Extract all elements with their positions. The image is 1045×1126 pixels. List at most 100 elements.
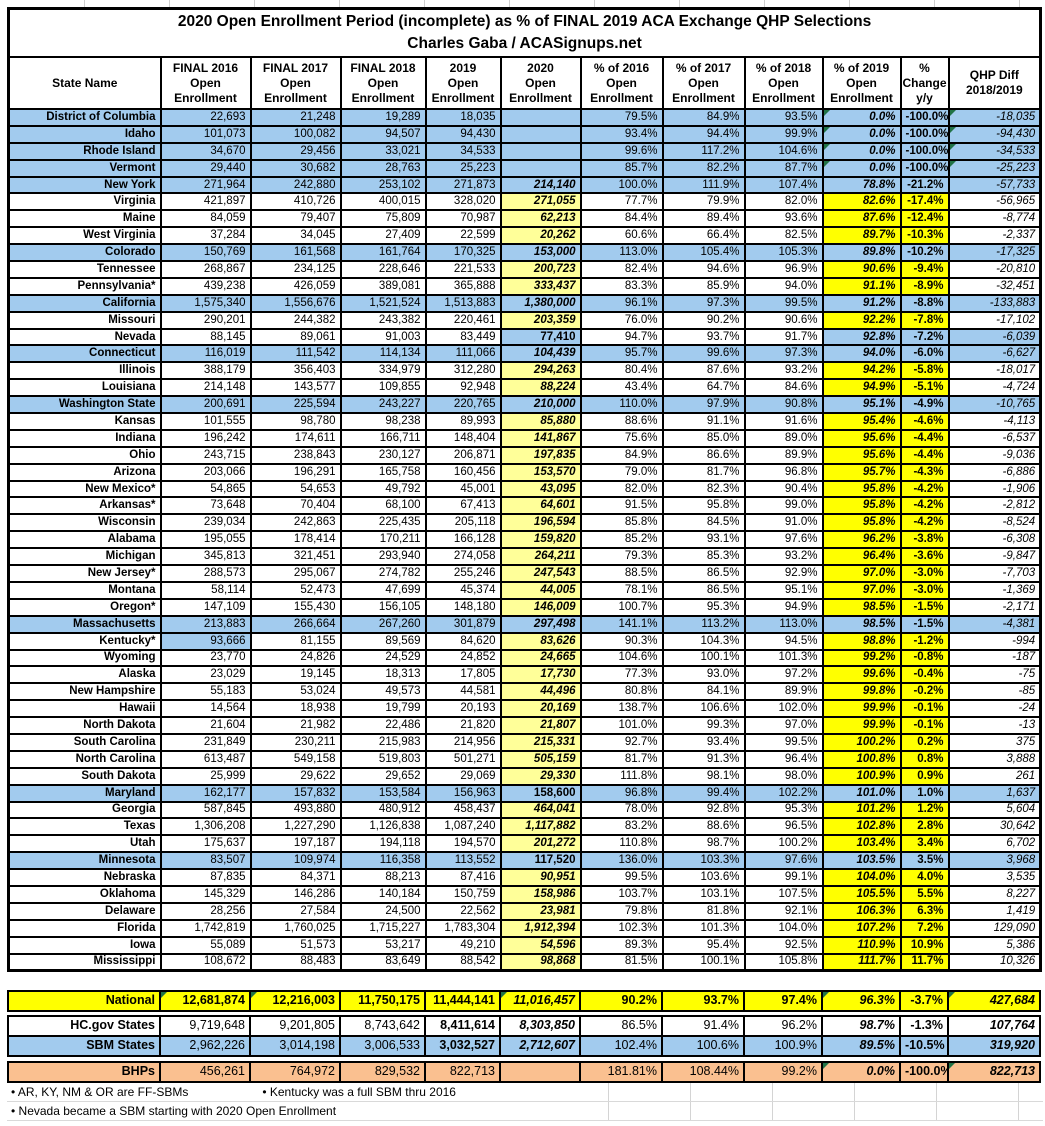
cell-state-name: New Mexico*	[7, 479, 162, 499]
cell-e2018: 19,799	[339, 699, 427, 719]
cell-state-name: Missouri	[7, 310, 162, 330]
cell-p2018: 92.5%	[743, 935, 824, 955]
cell-p2019: 99.8%	[821, 682, 902, 702]
cell-e2016: 243,715	[159, 445, 252, 465]
cell-e2020: 83,626	[499, 631, 582, 651]
cell-e2017: 410,726	[249, 192, 342, 212]
cell-p2019: 0.0%	[821, 124, 902, 144]
cell-p2019: 100.8%	[821, 749, 902, 769]
cell-e2020: 64,601	[499, 496, 582, 516]
cell-e2016: 21,604	[159, 716, 252, 735]
cell-chg: -8.8%	[899, 293, 950, 313]
cell-e2019: 205,118	[424, 513, 502, 533]
cell-p2018: 92.9%	[743, 564, 824, 583]
state-row: Washington State 200,691 225,594 243,227 220…	[7, 395, 1042, 415]
cell-e2019: 221,533	[424, 260, 502, 279]
cell-diff: -4,113	[947, 412, 1042, 431]
cell-p2019: 89.8%	[821, 243, 902, 263]
state-row: District of Columbia 22,693 21,248 19,289 18…	[7, 108, 1042, 127]
cell-chg: -1.5%	[899, 597, 950, 617]
cell-e2017: 21,982	[249, 716, 342, 735]
cell-e2018: 27,409	[339, 226, 427, 246]
cell-diff: 30,642	[947, 817, 1042, 837]
cell-p2016: 79.8%	[579, 901, 664, 921]
cell-p2017: 64.7%	[661, 378, 746, 398]
cell-e2018: 91,003	[339, 327, 427, 347]
cell-e2020: 77,410	[499, 327, 582, 347]
cell-p2019: 98.7%	[821, 1014, 901, 1037]
cell-p2017: 88.6%	[661, 817, 746, 837]
cell-p2018: 105.8%	[743, 952, 824, 972]
cell-p2016: 81.7%	[579, 749, 664, 769]
cell-e2016: 84,059	[159, 209, 252, 229]
cell-e2017: 3,014,198	[249, 1034, 341, 1057]
cell-p2017: 66.4%	[661, 226, 746, 246]
cell-chg: -4.9%	[899, 395, 950, 415]
cell-state-name: Virginia	[7, 192, 162, 212]
cell-e2018: 19,289	[339, 108, 427, 127]
cell-p2017: 93.1%	[661, 530, 746, 550]
cell-e2019: 150,759	[424, 884, 502, 904]
cell-e2017: 29,622	[249, 766, 342, 786]
state-row: Vermont 29,440 30,682 28,763 25,223 85.7% 82.2…	[7, 158, 1042, 178]
cell-e2020: 54,596	[499, 935, 582, 955]
cell-p2016: 85.8%	[579, 513, 664, 533]
cell-p2017: 108.44%	[661, 1060, 745, 1083]
cell-e2016: 239,034	[159, 513, 252, 533]
cell-chg: -100.0%	[899, 1060, 949, 1083]
cell-p2018: 94.5%	[743, 631, 824, 651]
cell-p2019: 101.0%	[821, 783, 902, 803]
cell-p2017: 82.3%	[661, 479, 746, 499]
state-row: Ohio 243,715 238,843 230,127 206,871 197,835 8…	[7, 445, 1042, 465]
cell-summary-label: SBM States	[7, 1034, 161, 1057]
cell-p2019: 95.1%	[821, 395, 902, 415]
cell-p2018: 97.0%	[743, 716, 824, 735]
cell-p2018: 100.9%	[743, 1034, 823, 1057]
cell-p2018: 93.5%	[743, 108, 824, 127]
cell-diff: -94,430	[947, 124, 1042, 144]
cell-state-name: Hawaii	[7, 699, 162, 719]
state-row: North Dakota 21,604 21,982 22,486 21,820 21,8…	[7, 716, 1042, 735]
cell-p2016: 136.0%	[579, 851, 664, 871]
cell-diff: -17,325	[947, 243, 1042, 263]
cell-e2016: 203,066	[159, 462, 252, 482]
cell-e2016: 150,769	[159, 243, 252, 263]
cell-e2019: 301,879	[424, 614, 502, 634]
state-row: Oregon* 147,109 155,430 156,105 148,180 146,0…	[7, 597, 1042, 617]
state-row: Texas 1,306,208 1,227,290 1,126,838 1,087,24…	[7, 817, 1042, 837]
cell-e2016: 83,507	[159, 851, 252, 871]
cell-state-name: South Carolina	[7, 732, 162, 752]
cell-p2016: 80.4%	[579, 361, 664, 381]
cell-p2019: 89.7%	[821, 226, 902, 246]
cell-diff: 5,604	[947, 800, 1042, 820]
cell-p2018: 93.6%	[743, 209, 824, 229]
cell-e2018: 274,782	[339, 564, 427, 583]
cell-e2017: 1,556,676	[249, 293, 342, 313]
cell-p2019: 78.8%	[821, 175, 902, 195]
cell-e2017: 242,880	[249, 175, 342, 195]
cell-chg: -8.9%	[899, 276, 950, 296]
cell-e2020: 146,009	[499, 597, 582, 617]
cell-diff: -13	[947, 716, 1042, 735]
cell-e2016: 12,681,874	[159, 989, 251, 1012]
state-row: Massachusetts 213,883 266,664 267,260 301,87…	[7, 614, 1042, 634]
cell-e2020: 43,095	[499, 479, 582, 499]
cell-p2017: 100.1%	[661, 952, 746, 972]
cell-e2017: 79,407	[249, 209, 342, 229]
cell-e2017: 295,067	[249, 564, 342, 583]
cell-chg: -3.0%	[899, 580, 950, 600]
cell-state-name: Vermont	[7, 158, 162, 178]
cell-e2016: 1,306,208	[159, 817, 252, 837]
cell-state-name: Texas	[7, 817, 162, 837]
cell-e2019: 67,413	[424, 496, 502, 516]
cell-e2018: 243,382	[339, 310, 427, 330]
cell-p2016: 79.0%	[579, 462, 664, 482]
cell-e2019: 84,620	[424, 631, 502, 651]
cell-e2018: 75,809	[339, 209, 427, 229]
cell-e2019: 1,783,304	[424, 918, 502, 938]
cell-e2017: 230,211	[249, 732, 342, 752]
cell-diff: -4,381	[947, 614, 1042, 634]
cell-state-name: Maryland	[7, 783, 162, 803]
cell-state-name: California	[7, 293, 162, 313]
cell-p2017: 89.4%	[661, 209, 746, 229]
